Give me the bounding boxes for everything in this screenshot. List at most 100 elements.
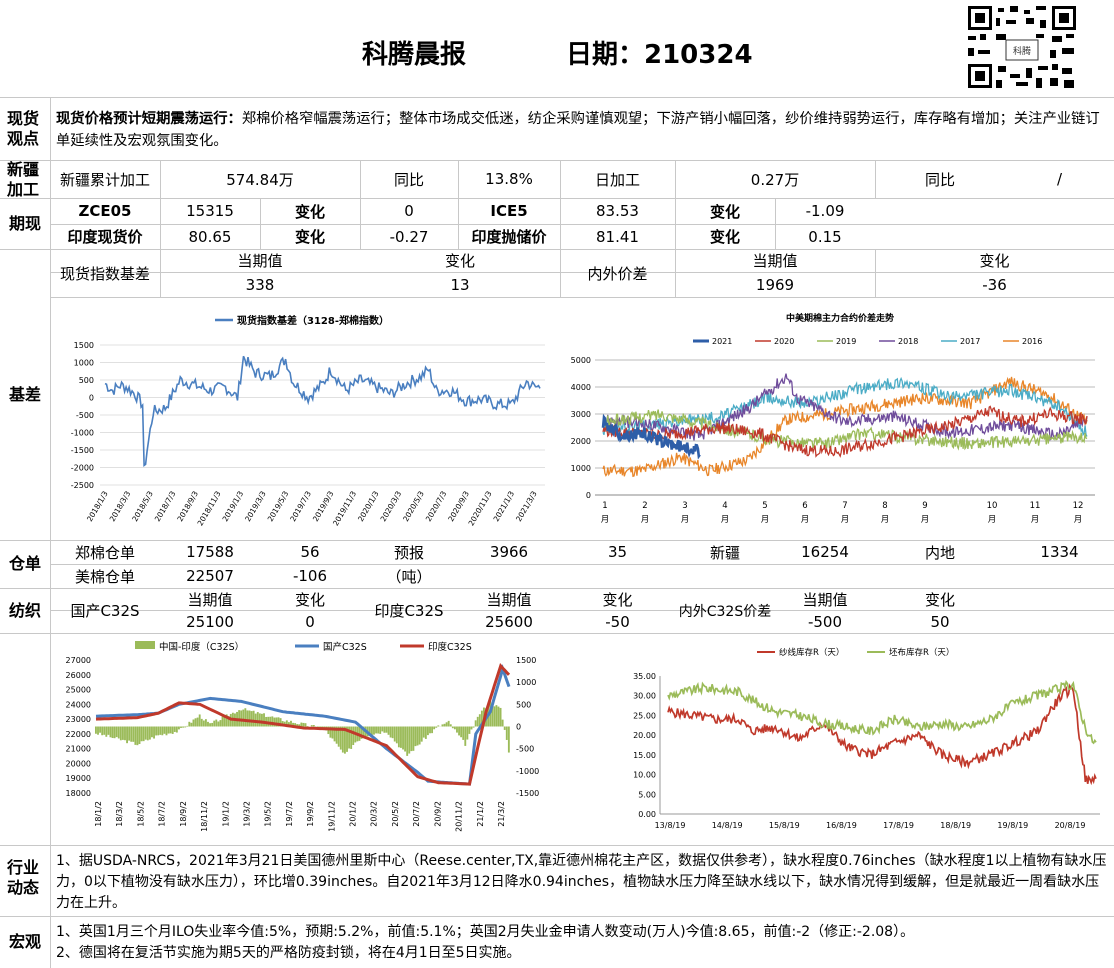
label-macro: 宏观: [8, 932, 41, 951]
diff-bar: [449, 724, 452, 727]
diff-bar: [252, 710, 255, 727]
spin-cn-head-value: 当期值: [187, 590, 233, 609]
diff-bar: [429, 726, 431, 734]
macro-line-2: 2、德国将在复活节实施为期5天的严格防疫封锁，将在4月1日至5日实施。: [56, 945, 521, 961]
futures-r1-cell-2: 变化: [294, 202, 325, 221]
diff-bar: [148, 726, 151, 740]
x-tick-label: 20/5/2: [391, 801, 400, 827]
diff-bar: [337, 726, 340, 747]
spin-in-label: 印度C32S: [374, 602, 444, 620]
diff-bar: [101, 726, 104, 736]
diff-bar: [445, 722, 448, 727]
diff-bar: [111, 726, 114, 739]
y-tick-label: -1000: [71, 429, 94, 438]
diff-bar: [219, 720, 222, 727]
x-tick-label: 20/3/2: [370, 801, 379, 827]
diff-bar: [227, 716, 230, 727]
diff-bar: [379, 726, 382, 734]
diff-bar: [331, 726, 334, 739]
basis-spot-value: 338: [245, 275, 275, 294]
diff-bar: [175, 726, 178, 733]
diff-bar: [213, 720, 216, 727]
diff-bar: [329, 726, 332, 738]
label-industry: 行业动态: [6, 858, 39, 897]
spin-diff-head-change: 变化: [924, 590, 955, 609]
diff-bar: [456, 726, 458, 733]
basis-spot-head-value: 当期值: [237, 252, 283, 270]
diff-bar: [180, 726, 182, 728]
x-tick-num: 6: [802, 501, 807, 511]
diff-bar: [215, 719, 218, 727]
diff-bar: [192, 719, 195, 727]
series-line-2019: [602, 409, 1088, 451]
diff-bar: [244, 708, 247, 727]
x-tick-unit: 月: [1074, 515, 1083, 525]
diff-bar: [246, 710, 249, 727]
y2-tick-label: 1000: [516, 678, 536, 687]
diff-bar: [458, 726, 460, 736]
diff-bar: [99, 726, 102, 733]
diff-bar: [261, 713, 263, 727]
diff-bar: [146, 726, 149, 741]
x-tick-unit: 月: [761, 515, 770, 525]
y-tick-label: 35.00: [633, 672, 656, 681]
diff-bar: [204, 719, 207, 727]
diff-bar: [140, 726, 143, 742]
diff-bar: [427, 726, 429, 736]
x-tick-label: 2019/5/3: [266, 489, 291, 523]
series-line-2021: [601, 413, 701, 460]
series-line-2016: [602, 376, 1088, 478]
x-tick-label: 19/5/2: [264, 801, 273, 827]
x-tick-label: 21/1/2: [476, 801, 485, 827]
diff-bar: [105, 726, 108, 737]
qr-code: 科腾: [966, 4, 1078, 90]
diff-bar: [269, 716, 272, 727]
diff-bar: [153, 726, 155, 739]
y-tick-label: 30.00: [633, 692, 656, 701]
diff-bar: [391, 726, 394, 739]
diff-bar: [462, 726, 465, 740]
diff-bar: [424, 726, 427, 739]
series-line-印度C32S: [95, 662, 511, 786]
diff-bar: [130, 726, 133, 742]
diff-bar: [422, 726, 425, 738]
diff-bar: [217, 721, 220, 727]
diff-bar: [335, 726, 338, 744]
warehouse-r2-cell-1: 22507: [186, 567, 234, 585]
x-tick-unit: 月: [988, 515, 997, 525]
diff-bar: [389, 726, 392, 738]
diff-bar: [273, 717, 276, 727]
diff-bar: [121, 726, 124, 740]
y-tick-label: 10.00: [633, 771, 656, 780]
diff-bar: [186, 725, 189, 727]
x-tick-label: 17/8/19: [883, 821, 914, 830]
x-tick-label: 20/8/19: [1055, 821, 1086, 830]
diff-bar: [97, 726, 99, 735]
x-tick-label: 2018/1/3: [85, 489, 110, 523]
diff-bar: [113, 726, 116, 739]
diff-bar: [258, 713, 261, 727]
diff-bar: [466, 726, 469, 740]
x-tick-label: 20/1/2: [349, 801, 358, 827]
xj-cum-label: 新疆累计加工: [59, 170, 150, 189]
legend-label: 2017: [960, 337, 980, 346]
diff-bar: [188, 721, 191, 727]
diff-bar: [134, 726, 137, 745]
basis-spread-value: 1969: [755, 275, 795, 294]
diff-bar: [194, 718, 197, 727]
legend-label: 现货指数基差（3128-郑棉指数）: [237, 314, 389, 327]
x-tick-num: 8: [882, 501, 887, 511]
warehouse-r1-cell-3: 预报: [393, 543, 424, 562]
chart-title: 中美期棉主力合约价差走势: [786, 312, 894, 324]
warehouse-r1-cell-2: 56: [300, 543, 320, 561]
warehouse-r1-cell-8: 内地: [924, 543, 955, 562]
diff-bar: [507, 726, 510, 753]
y-tick-label: 0.00: [638, 810, 656, 819]
diff-bar: [126, 726, 128, 744]
diff-bar: [443, 723, 446, 727]
diff-bar: [209, 723, 211, 727]
diff-bar: [418, 726, 421, 745]
diff-bar: [300, 722, 303, 727]
diff-bar: [441, 724, 444, 727]
